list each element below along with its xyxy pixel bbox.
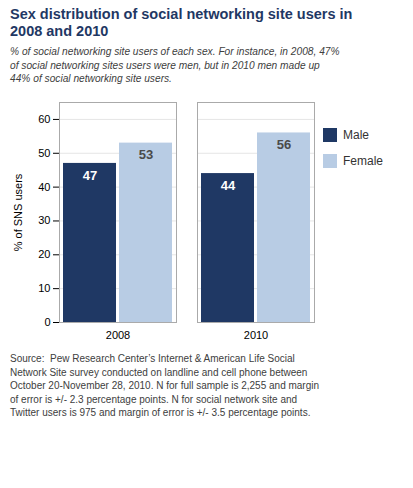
svg-text:56: 56 bbox=[277, 137, 291, 152]
svg-text:44: 44 bbox=[221, 178, 236, 193]
svg-text:2008: 2008 bbox=[106, 329, 130, 341]
svg-text:40: 40 bbox=[38, 181, 50, 193]
html-text:Source: Pew Research Center’s: Source: Pew Research Center’s Internet &… bbox=[10, 353, 320, 419]
html-text:Male: Male bbox=[343, 128, 369, 143]
svg-text:30: 30 bbox=[38, 215, 50, 227]
svg-text:47: 47 bbox=[83, 168, 97, 183]
html-text:Female: Female bbox=[343, 154, 383, 169]
svg-text:20: 20 bbox=[38, 248, 50, 260]
svg-text:% of SNS users: % of SNS users bbox=[12, 173, 24, 251]
html-text:Sex distribution of social net: Sex distribution of social networking si… bbox=[10, 6, 353, 40]
svg-text:0: 0 bbox=[44, 316, 50, 328]
svg-text:50: 50 bbox=[38, 147, 50, 159]
svg-text:60: 60 bbox=[38, 113, 50, 125]
svg-text:2010: 2010 bbox=[244, 329, 268, 341]
html-text:% of social networking site us: % of social networking site users of eac… bbox=[10, 45, 340, 85]
svg-text:53: 53 bbox=[139, 147, 153, 162]
svg-text:10: 10 bbox=[38, 282, 50, 294]
